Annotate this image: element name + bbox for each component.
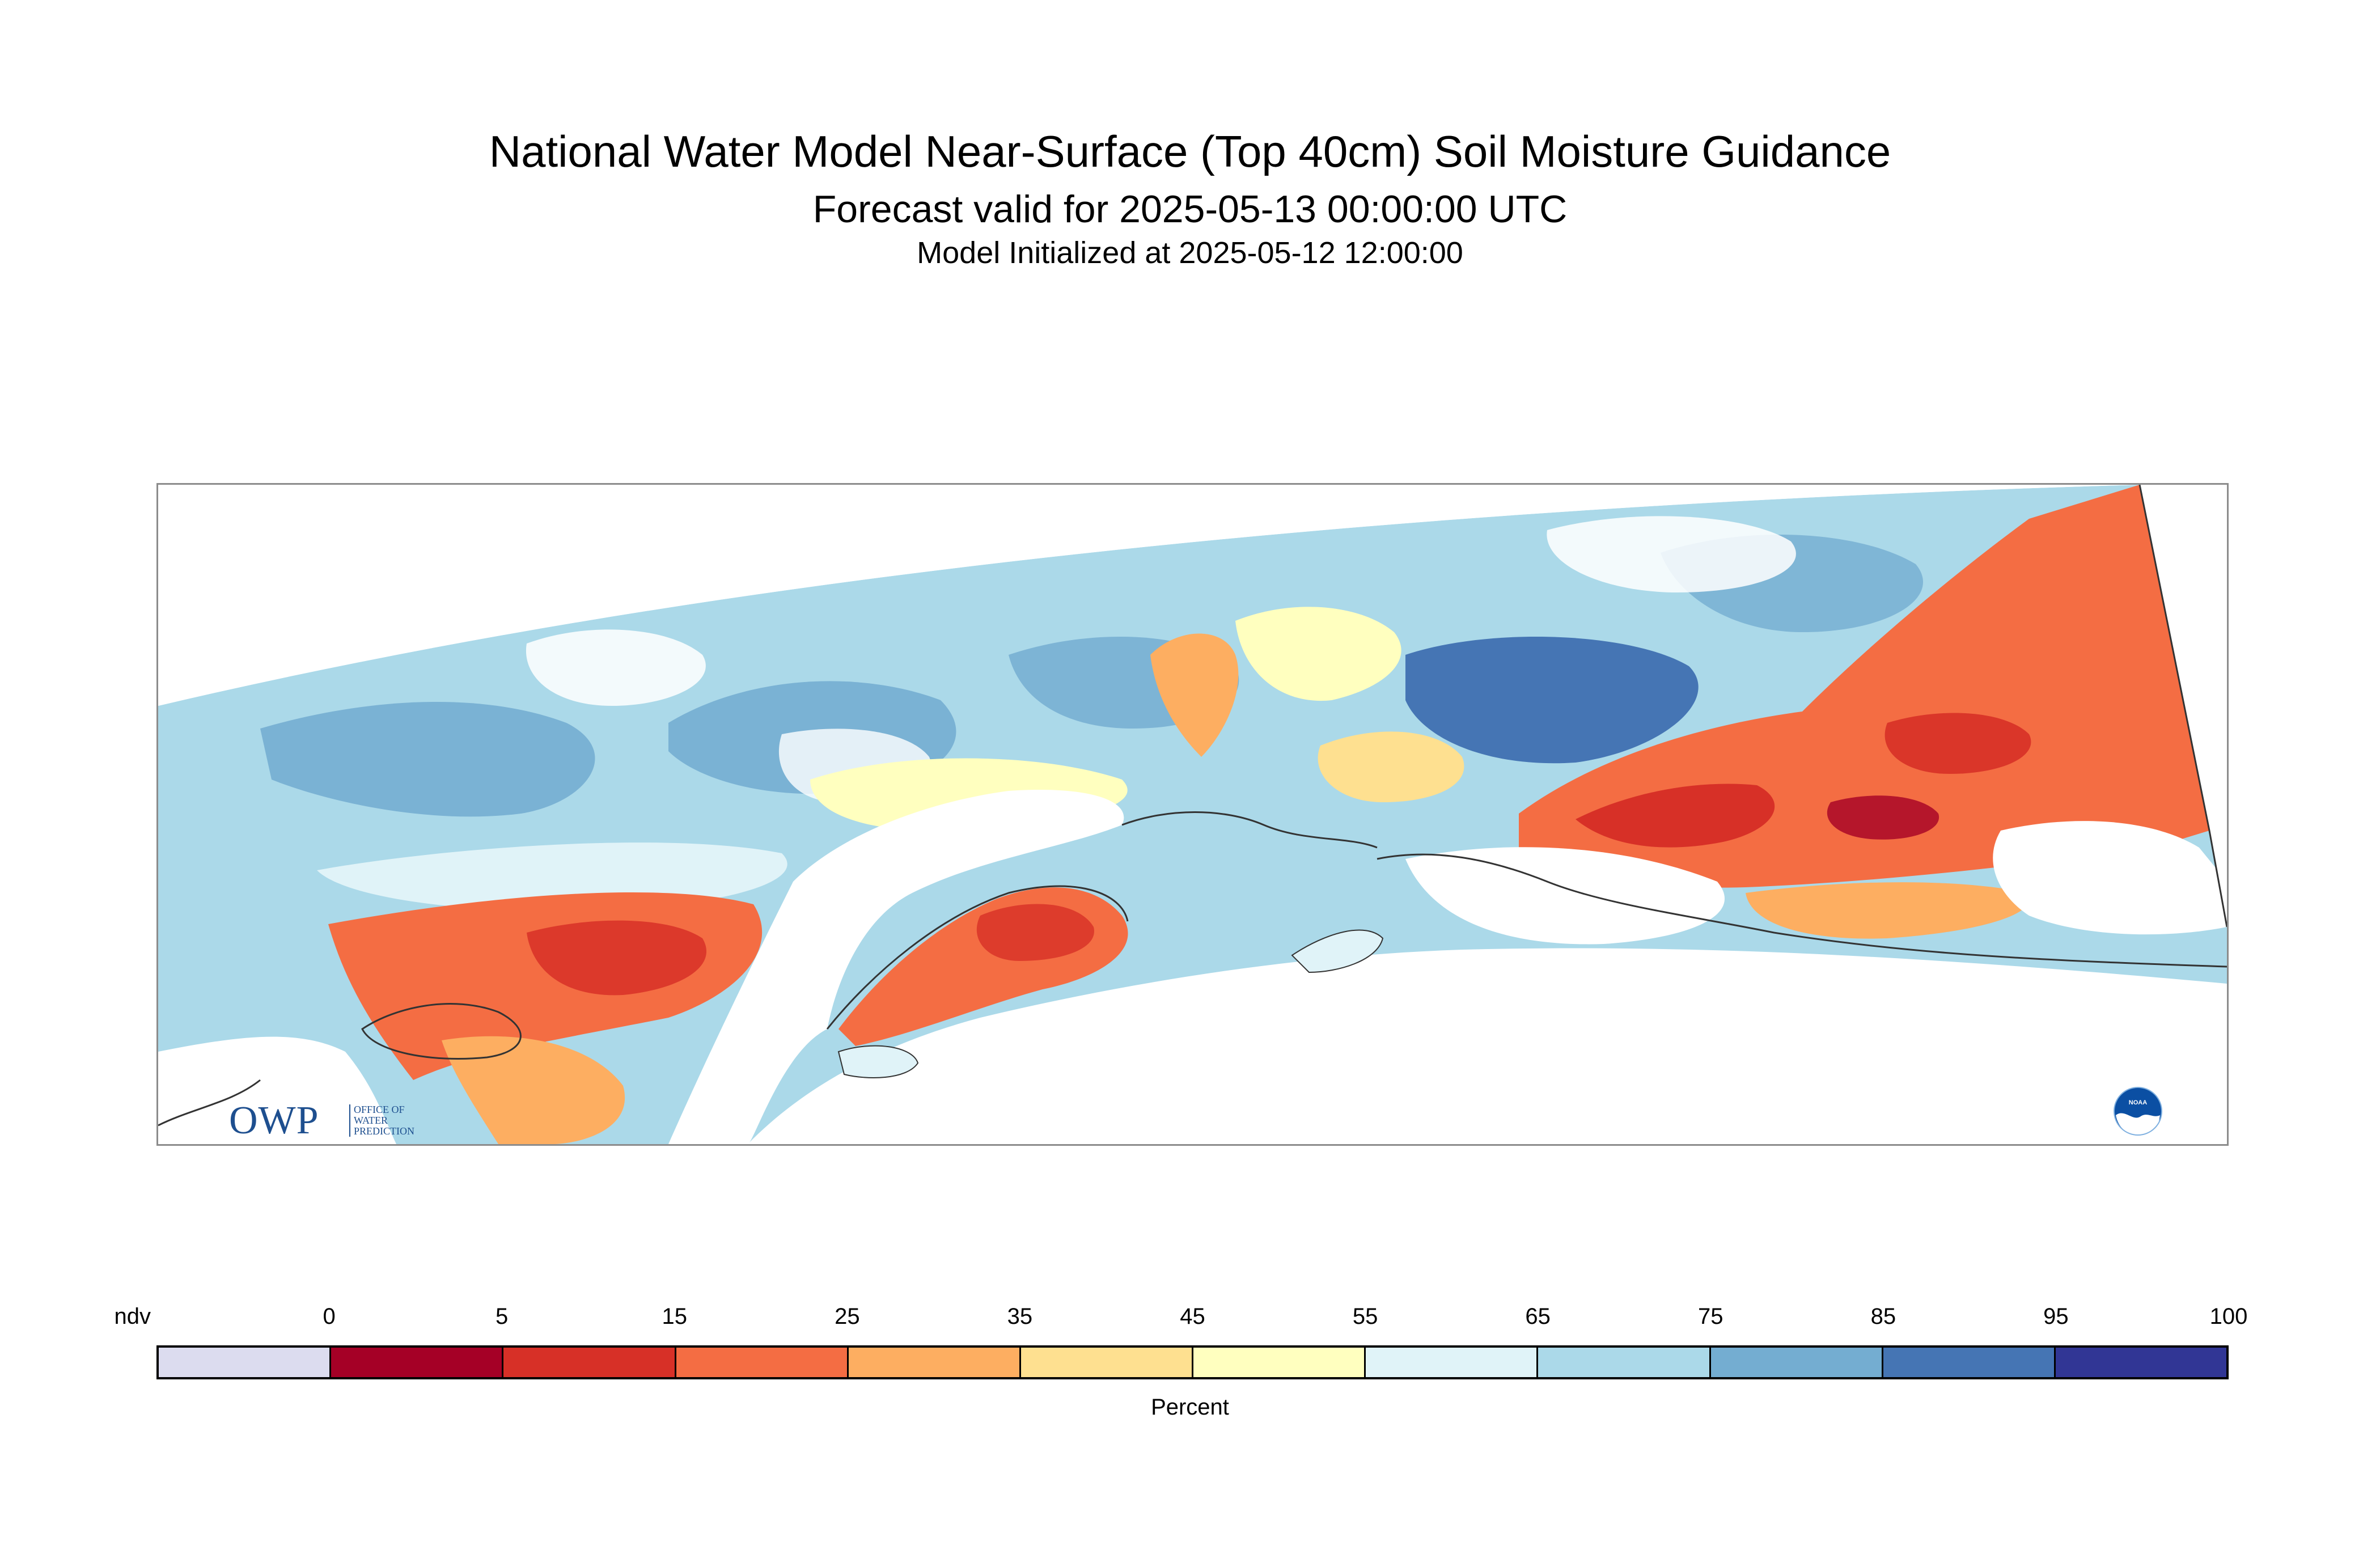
- pale-patch: [1235, 607, 1401, 701]
- colorbar-units-label: Percent: [1151, 1395, 1229, 1420]
- owp-logo-subtext: OFFICE OF WATER PREDICTION: [349, 1104, 414, 1137]
- dry-area-east: [1576, 784, 1775, 848]
- colorbar-bin-85-95: [1883, 1348, 2056, 1377]
- inlet-water: [668, 790, 1124, 1144]
- coastline: [826, 885, 1129, 1030]
- owp-logo: OWP OFFICE OF WATER PREDICTION: [229, 1100, 444, 1142]
- colorbar-bin-5-15: [503, 1348, 676, 1377]
- owp-logo-mark: OWP: [229, 1099, 319, 1142]
- colorbar-bin-ndv: [159, 1348, 332, 1377]
- dry-area-southwest: [442, 1036, 625, 1144]
- colorbar-tick-label: 65: [1525, 1304, 1551, 1329]
- colorbar-bin-45-55: [1193, 1348, 1366, 1377]
- colorbar-tick-label: 15: [662, 1304, 688, 1329]
- dry-area-peninsula: [976, 904, 1094, 961]
- colorbar-tick-label: 35: [1007, 1304, 1033, 1329]
- noaa-emblem-icon: [2114, 1087, 2162, 1136]
- noaa-logo-text: NOAA: [2128, 1099, 2148, 1106]
- colorbar-bin-15-25: [676, 1348, 849, 1377]
- colorbar-tick-label: 95: [2043, 1304, 2069, 1329]
- colorbar-bin-0-5: [331, 1348, 504, 1377]
- colorbar-tick-label: 25: [835, 1304, 860, 1329]
- colorbar-bin-65-75: [1538, 1348, 1711, 1377]
- dry-area-east: [1884, 713, 2031, 774]
- colorbar-tick-label: 55: [1352, 1304, 1378, 1329]
- wet-patch: [260, 701, 595, 817]
- colorbar-tick-label: ndv: [114, 1304, 151, 1329]
- colorbar-bin-25-35: [848, 1348, 1021, 1377]
- dry-area-southwest: [527, 920, 707, 996]
- forecast-valid-subtitle: Forecast valid for 2025-05-13 00:00:00 U…: [812, 188, 1568, 231]
- island: [1291, 929, 1384, 973]
- coastline: [1377, 853, 2227, 968]
- snow-area: [1993, 821, 2227, 935]
- colorbar-tick-label: 100: [2209, 1304, 2248, 1329]
- coastline: [361, 1003, 522, 1060]
- island: [837, 1045, 919, 1078]
- owp-logo-line: WATER: [354, 1115, 388, 1126]
- noaa-logo: NOAA: [2114, 1087, 2162, 1136]
- map-title: National Water Model Near-Surface (Top 4…: [489, 126, 1891, 176]
- dry-streak: [1150, 633, 1239, 757]
- gulf-water: [748, 948, 2227, 1144]
- colorbar-tick-label: 45: [1180, 1304, 1205, 1329]
- map-panel: OWP OFFICE OF WATER PREDICTION NOAA: [156, 483, 2229, 1146]
- wet-patch: [1405, 636, 1699, 764]
- dry-area-east: [1746, 882, 2031, 939]
- soil-moisture-map: [158, 485, 2227, 1144]
- colorbar-tick-label: 75: [1698, 1304, 1723, 1329]
- colorbar-bin-75-85: [1710, 1348, 1883, 1377]
- owp-logo-line: OFFICE OF: [354, 1104, 405, 1115]
- colorbar-bin-55-65: [1366, 1348, 1539, 1377]
- colorbar-tick-label: 0: [323, 1304, 336, 1329]
- colorbar: [156, 1345, 2229, 1379]
- model-domain: [158, 485, 2227, 1144]
- colorbar-bin-35-45: [1020, 1348, 1194, 1377]
- dry-streak: [1318, 731, 1464, 802]
- coastline: [1121, 811, 1378, 849]
- colorbar-labels: ndv 0 5 15 25 35 45 55 65 75 85 95 100: [0, 1304, 2380, 1332]
- colorbar-tick-label: 85: [1870, 1304, 1896, 1329]
- snow-area: [1547, 516, 1796, 592]
- dry-area-east: [1827, 795, 1939, 840]
- snow-area: [526, 629, 706, 706]
- owp-logo-line: PREDICTION: [354, 1125, 414, 1137]
- colorbar-tick-label: 5: [496, 1304, 509, 1329]
- ocean: [158, 1036, 396, 1144]
- border-line: [2138, 485, 2227, 928]
- snow-area: [1405, 847, 1725, 945]
- coastline: [158, 1079, 261, 1127]
- model-initialized-line: Model Initialized at 2025-05-12 12:00:00: [917, 236, 1463, 270]
- colorbar-bin-95-100: [2055, 1348, 2227, 1377]
